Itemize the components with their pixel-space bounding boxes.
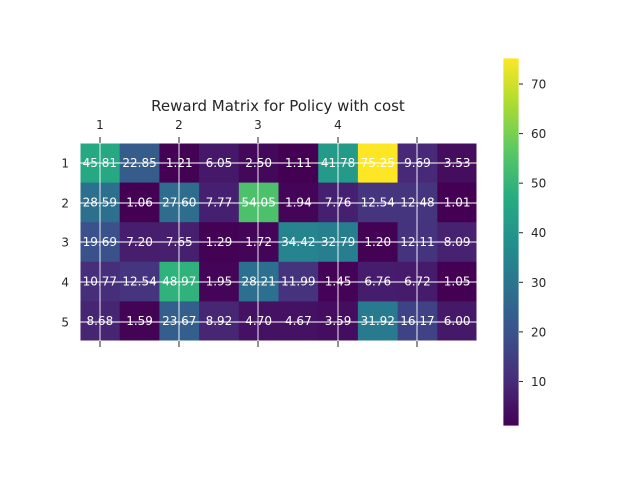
cell-value-label: 12.54 (361, 195, 395, 209)
cell-value-label: 6.00 (444, 314, 471, 328)
cell-value-label: 1.94 (285, 195, 312, 209)
y-tick-label: 2 (61, 197, 69, 211)
y-tick-label: 3 (61, 236, 69, 250)
cell-value-label: 3.59 (325, 314, 352, 328)
heatmap-cell (119, 301, 160, 342)
heatmap-cell (437, 301, 478, 342)
heatmap-cell (199, 301, 240, 342)
heatmap-gridlines (80, 143, 477, 341)
colorbar-tick-label: 70 (531, 78, 546, 92)
colorbar-tick-label: 20 (531, 325, 546, 339)
cell-value-label: 75.25 (361, 156, 395, 170)
cell-value-label: 1.05 (444, 275, 471, 289)
cell-value-label: 8.09 (444, 235, 471, 249)
cell-value-label: 1.45 (325, 275, 352, 289)
y-tick-label: 4 (61, 276, 69, 290)
cell-value-label: 1.21 (166, 156, 193, 170)
cell-value-label: 7.76 (325, 195, 352, 209)
cell-value-label: 1.06 (126, 195, 153, 209)
cell-value-label: 23.67 (162, 314, 196, 328)
colorbar (502, 57, 520, 427)
cell-value-label: 8.92 (206, 314, 233, 328)
cell-value-label: 32.79 (321, 235, 355, 249)
cell-value-label: 54.05 (241, 195, 275, 209)
cell-value-label: 45.81 (83, 156, 117, 170)
cell-value-label: 1.29 (206, 235, 233, 249)
heatmap-cell (397, 301, 438, 342)
cell-value-label: 6.72 (404, 275, 431, 289)
cell-value-label: 6.76 (364, 275, 391, 289)
x-tick-label: 4 (334, 118, 342, 132)
cell-value-label: 48.97 (162, 275, 196, 289)
cell-value-label: 4.67 (285, 314, 312, 328)
cell-value-label: 12.54 (122, 275, 156, 289)
cell-value-label: 7.65 (166, 235, 193, 249)
cell-value-label: 19.69 (83, 235, 117, 249)
chart-title: Reward Matrix for Policy with cost (151, 97, 405, 115)
cell-value-label: 6.05 (206, 156, 233, 170)
colorbar-tick-label: 30 (531, 276, 546, 290)
cell-value-label: 1.01 (444, 195, 471, 209)
heatmap-cell (159, 301, 200, 342)
cell-value-label: 1.95 (206, 275, 233, 289)
cell-value-label: 1.59 (126, 314, 153, 328)
cell-value-label: 1.72 (245, 235, 272, 249)
colorbar-tick-label: 40 (531, 226, 546, 240)
cell-labels: 45.81 22.85 1.21 6.05 2.50 1.11 41.78 75.25 9.69… (83, 156, 471, 328)
cell-value-label: 1.11 (285, 156, 312, 170)
cell-value-label: 16.17 (400, 314, 434, 328)
cell-value-label: 7.77 (206, 195, 233, 209)
cell-value-label: 11.99 (281, 275, 315, 289)
colorbar-tick-label: 50 (531, 177, 546, 191)
colorbar-tick-label: 60 (531, 127, 546, 141)
x-tick-label: 1 (96, 118, 104, 132)
cell-value-label: 41.78 (321, 156, 355, 170)
cell-value-label: 10.77 (83, 275, 117, 289)
cell-value-label: 27.60 (162, 195, 196, 209)
y-tick-label: 5 (61, 316, 69, 330)
heatmap-frame (79, 142, 478, 342)
colorbar-tick-label: 10 (531, 375, 546, 389)
y-axis-ticks: 1 2 3 4 5 (61, 157, 69, 330)
cell-value-label: 1.20 (364, 235, 391, 249)
colorbar-ticks: 10 20 30 40 50 60 70 (519, 78, 546, 389)
cell-value-label: 12.48 (400, 195, 434, 209)
x-axis-ticks: 1 2 3 4 (96, 118, 418, 347)
cell-value-label: 2.50 (245, 156, 272, 170)
x-tick-label: 2 (175, 118, 183, 132)
heatmap-cell (357, 301, 399, 342)
cell-value-label: 34.42 (281, 235, 315, 249)
cell-value-label: 7.20 (126, 235, 153, 249)
cell-value-label: 28.21 (241, 275, 275, 289)
x-tick-label: 3 (254, 118, 262, 132)
cell-value-label: 22.85 (122, 156, 156, 170)
y-tick-label: 1 (61, 157, 69, 171)
cell-value-label: 28.59 (83, 195, 117, 209)
heatmap-cell (238, 301, 279, 342)
cell-value-label: 3.53 (444, 156, 471, 170)
cell-value-label: 8.68 (86, 314, 113, 328)
cell-value-label: 9.69 (404, 156, 431, 170)
cell-value-label: 4.70 (245, 314, 272, 328)
cell-value-label: 12.11 (400, 235, 434, 249)
cell-value-label: 31.92 (361, 314, 395, 328)
heatmap-cell (278, 301, 319, 342)
